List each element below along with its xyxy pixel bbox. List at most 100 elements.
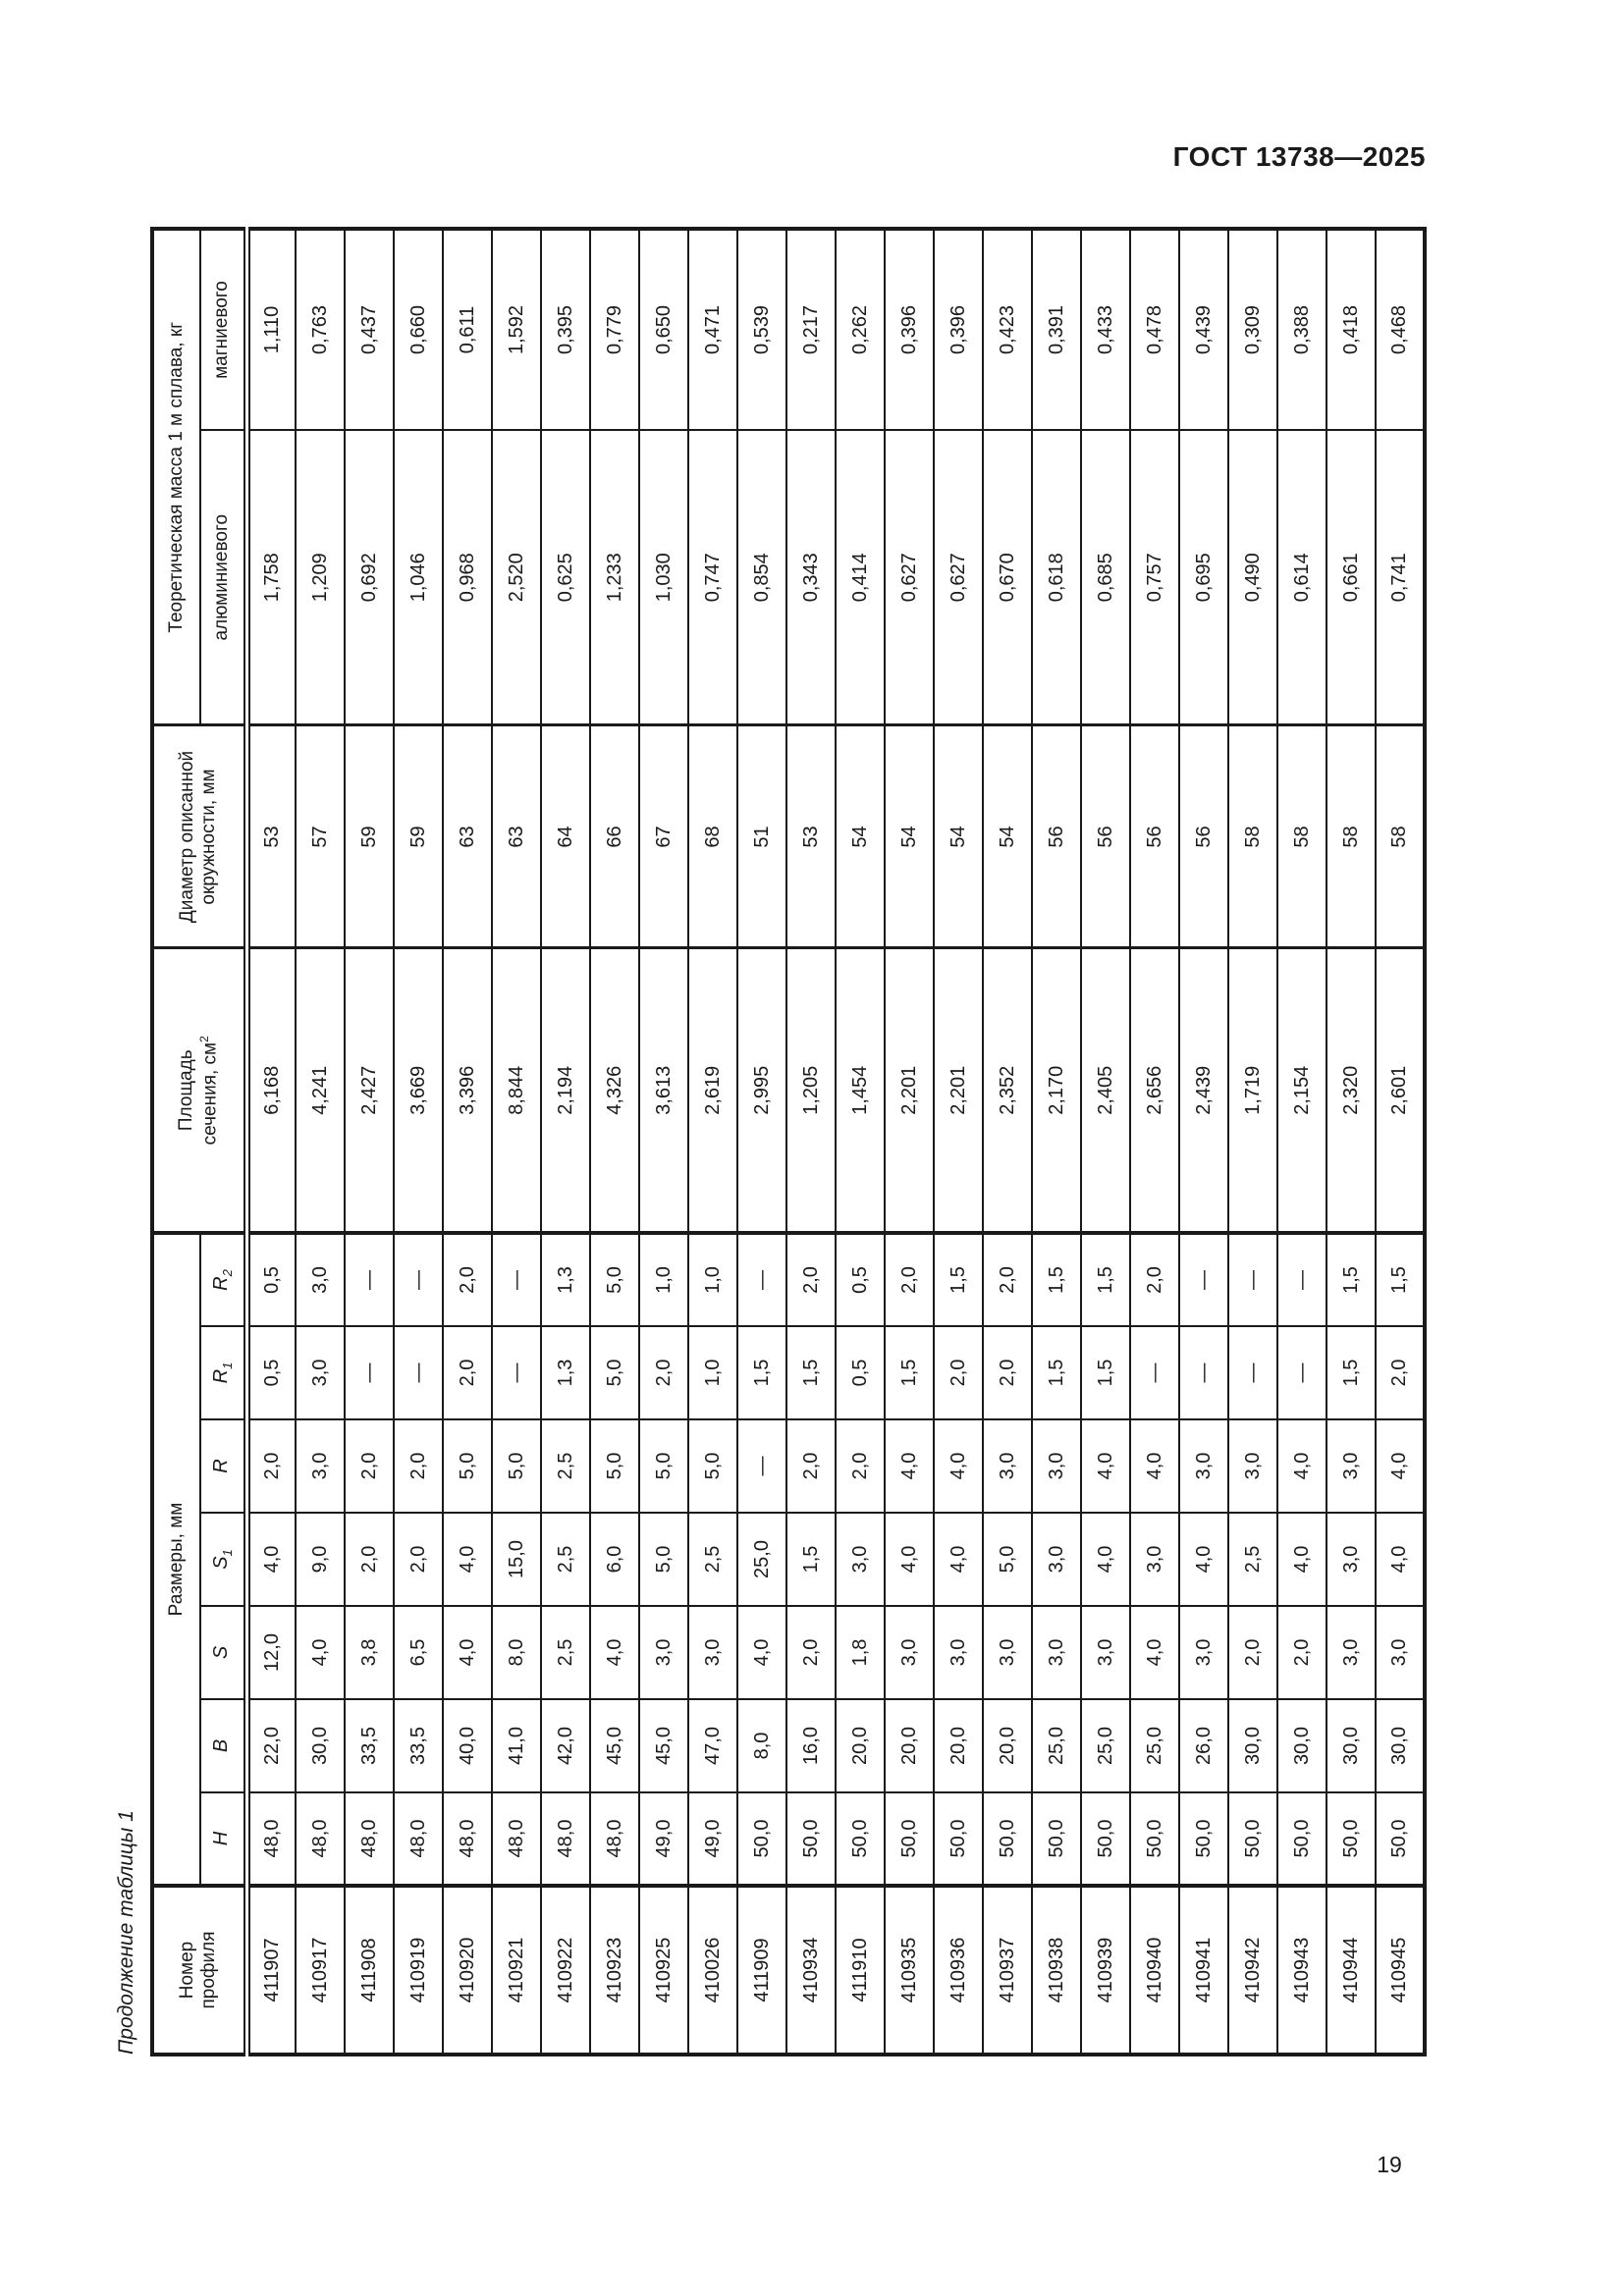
cell-mass_mg: 1,592 — [492, 229, 541, 430]
cell-h: 48,0 — [492, 1792, 541, 1886]
cell-diameter: 63 — [492, 725, 541, 948]
cell-diameter: 56 — [1179, 725, 1228, 948]
cell-r2: — — [394, 1233, 443, 1326]
cell-r2: 0,5 — [246, 1233, 296, 1326]
table-row: 411909 50,0 8,0 4,0 25,0—1,5—2,995 51 0,854 0,5… — [737, 229, 786, 2055]
cell-r1: 1,5 — [737, 1326, 786, 1419]
cell-profile: 410938 — [1032, 1886, 1081, 2055]
area-header-line2: сечения, см — [199, 1041, 221, 1146]
cell-r: 3,0 — [1032, 1419, 1081, 1513]
cell-r: 2,0 — [786, 1419, 836, 1513]
s1-subscript: 1 — [219, 1549, 235, 1557]
cell-mass_al: 0,343 — [786, 430, 836, 725]
cell-s: 3,0 — [934, 1606, 983, 1699]
cell-diameter: 59 — [345, 725, 394, 948]
cell-mass_al: 0,854 — [737, 430, 786, 725]
col-header-r: R — [200, 1419, 246, 1513]
cell-mass_mg: 0,437 — [345, 229, 394, 430]
header-row-groups: Номер профиля Размеры, мм Площадь сечени… — [152, 229, 246, 2055]
cell-r1: — — [1277, 1326, 1326, 1419]
cell-r1: — — [1179, 1326, 1228, 1419]
cell-mass_mg: 0,418 — [1326, 229, 1376, 430]
cell-mass_al: 0,685 — [1081, 430, 1130, 725]
cell-profile: 411909 — [737, 1886, 786, 2055]
table-row: 411910 50,0 20,0 1,8 3,0 2,0 0,5 0,5 1,454 54 0,41… — [836, 229, 885, 2055]
cell-profile: 411910 — [836, 1886, 885, 2055]
cell-r: 4,0 — [885, 1419, 934, 1513]
cell-h: 50,0 — [934, 1792, 983, 1886]
col-header-circumscribed-diameter: Диаметр описанной окружности, мм — [152, 725, 246, 948]
cell-mass_mg: 0,650 — [639, 229, 688, 430]
cell-r2: 1,5 — [1326, 1233, 1376, 1326]
cell-b: 8,0 — [737, 1699, 786, 1792]
s1-base: S — [209, 1556, 232, 1570]
cell-mass_al: 0,757 — [1130, 430, 1179, 725]
document-header: ГОСТ 13738—2025 — [1172, 141, 1426, 172]
cell-h: 48,0 — [394, 1792, 443, 1886]
cell-mass_al: 0,614 — [1277, 430, 1326, 725]
cell-r1: — — [492, 1326, 541, 1419]
cell-b: 45,0 — [590, 1699, 639, 1792]
cell-mass_mg: 0,439 — [1179, 229, 1228, 430]
col-header-s1: S1 — [200, 1513, 246, 1606]
cell-h: 50,0 — [836, 1792, 885, 1886]
cell-b: 16,0 — [786, 1699, 836, 1792]
cell-s: 3,0 — [1032, 1606, 1081, 1699]
cell-profile: 410945 — [1376, 1886, 1425, 2055]
cell-mass_al: 0,490 — [1228, 430, 1277, 725]
cell-s: 4,0 — [737, 1606, 786, 1699]
cell-profile: 410936 — [934, 1886, 983, 2055]
cell-diameter: 54 — [934, 725, 983, 948]
cell-s: 4,0 — [296, 1606, 345, 1699]
cell-r1: — — [1130, 1326, 1179, 1419]
cell-diameter: 63 — [443, 725, 492, 948]
col-header-b: B — [200, 1699, 246, 1792]
cell-h: 49,0 — [688, 1792, 737, 1886]
cell-r2: 1,0 — [639, 1233, 688, 1326]
cell-profile: 411907 — [246, 1886, 296, 2055]
table-row: 410936 50,0 20,0 3,0 4,0 4,0 2,0 1,5 2,201 54 0,62… — [934, 229, 983, 2055]
cell-s1: 3,0 — [836, 1513, 885, 1606]
cell-mass_mg: 0,660 — [394, 229, 443, 430]
cell-s1: 2,0 — [394, 1513, 443, 1606]
cell-b: 20,0 — [934, 1699, 983, 1792]
cell-profile: 410942 — [1228, 1886, 1277, 2055]
cell-mass_mg: 0,262 — [836, 229, 885, 430]
table-row: 410942 50,0 30,0 2,0 2,5 3,0— —1,719 58 0,490 0,3… — [1228, 229, 1277, 2055]
cell-area: 2,439 — [1179, 948, 1228, 1233]
cell-b: 30,0 — [1228, 1699, 1277, 1792]
cell-s: 2,0 — [786, 1606, 836, 1699]
cell-s1: 4,0 — [1277, 1513, 1326, 1606]
cell-r1: 2,0 — [443, 1326, 492, 1419]
table-row: 410945 50,0 30,0 3,0 4,0 4,0 2,0 1,5 2,601 58 0,74… — [1376, 229, 1425, 2055]
cell-mass_al: 0,747 — [688, 430, 737, 725]
cell-s: 3,0 — [639, 1606, 688, 1699]
cell-profile: 410935 — [885, 1886, 934, 2055]
cell-s: 3,0 — [1081, 1606, 1130, 1699]
cell-area: 2,201 — [934, 948, 983, 1233]
cell-r2: 5,0 — [590, 1233, 639, 1326]
cell-mass_mg: 0,471 — [688, 229, 737, 430]
cell-b: 20,0 — [885, 1699, 934, 1792]
cell-r2: — — [1277, 1233, 1326, 1326]
cell-mass_al: 0,670 — [983, 430, 1032, 725]
cell-s: 3,0 — [983, 1606, 1032, 1699]
cell-r2: 1,5 — [1032, 1233, 1081, 1326]
cell-s1: 9,0 — [296, 1513, 345, 1606]
cell-b: 26,0 — [1179, 1699, 1228, 1792]
table-row: 410934 50,0 16,0 2,0 1,5 2,0 1,5 2,0 1,205 53 0,34… — [786, 229, 836, 2055]
cell-area: 1,719 — [1228, 948, 1277, 1233]
cell-mass_mg: 0,478 — [1130, 229, 1179, 430]
cell-mass_mg: 0,779 — [590, 229, 639, 430]
table-row: 411908 48,0 33,5 3,8 2,0 2,0— —2,427 59 0,692 0,4… — [345, 229, 394, 2055]
cell-s: 3,0 — [1326, 1606, 1376, 1699]
cell-s: 12,0 — [246, 1606, 296, 1699]
cell-mass_al: 0,692 — [345, 430, 394, 725]
cell-mass_al: 1,030 — [639, 430, 688, 725]
table-body: 411907 48,0 22,0 12,0 4,0 2,0 0,5 0,5 6,168 53 1,7… — [246, 229, 1425, 2055]
cell-mass_al: 0,618 — [1032, 430, 1081, 725]
cell-profile: 410920 — [443, 1886, 492, 2055]
cell-profile: 410939 — [1081, 1886, 1130, 2055]
cell-mass_mg: 0,396 — [934, 229, 983, 430]
cell-area: 2,601 — [1376, 948, 1425, 1233]
